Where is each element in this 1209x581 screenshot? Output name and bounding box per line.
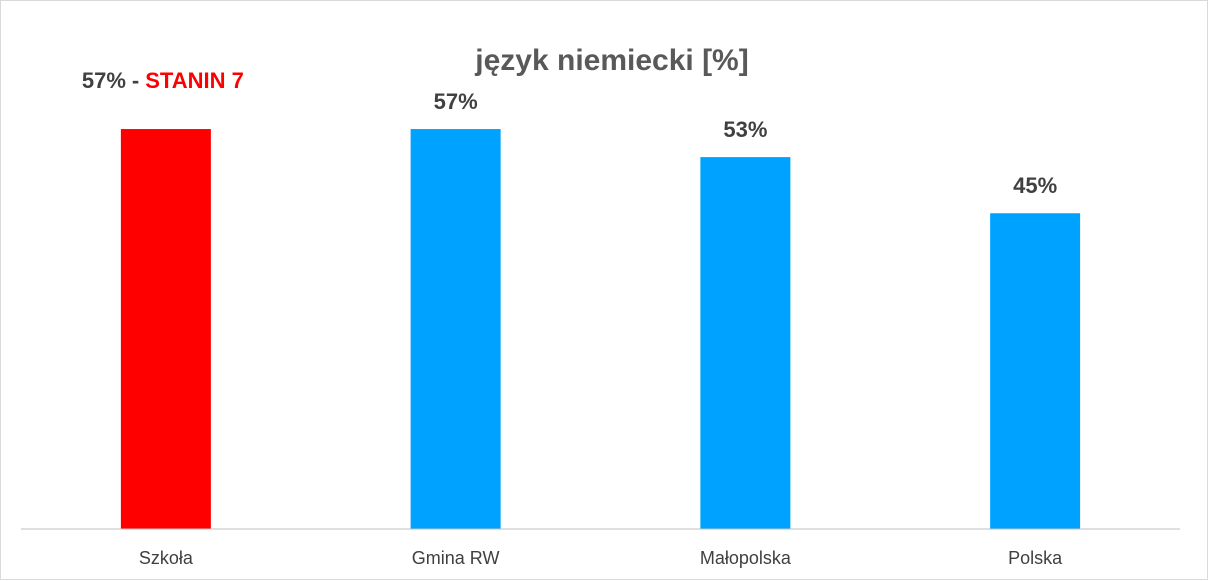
x-tick-label: Gmina RW [412, 548, 500, 568]
x-tick-label: Szkoła [139, 548, 194, 568]
annotation-separator: - [132, 68, 139, 93]
value-label: 57% [434, 89, 478, 114]
value-label-number: 57% [82, 68, 126, 93]
bar [990, 213, 1081, 529]
bar [120, 129, 211, 530]
x-tick-label: Małopolska [700, 548, 792, 568]
bar [700, 157, 791, 529]
annotation-text: STANIN 7 [145, 68, 244, 93]
value-label: 45% [1013, 173, 1057, 198]
bar [410, 129, 501, 530]
chart-title: język niemiecki [%] [474, 44, 748, 77]
value-label: 57% - STANIN 7 [82, 68, 244, 93]
x-tick-label: Polska [1008, 548, 1063, 568]
value-label: 53% [723, 117, 767, 142]
